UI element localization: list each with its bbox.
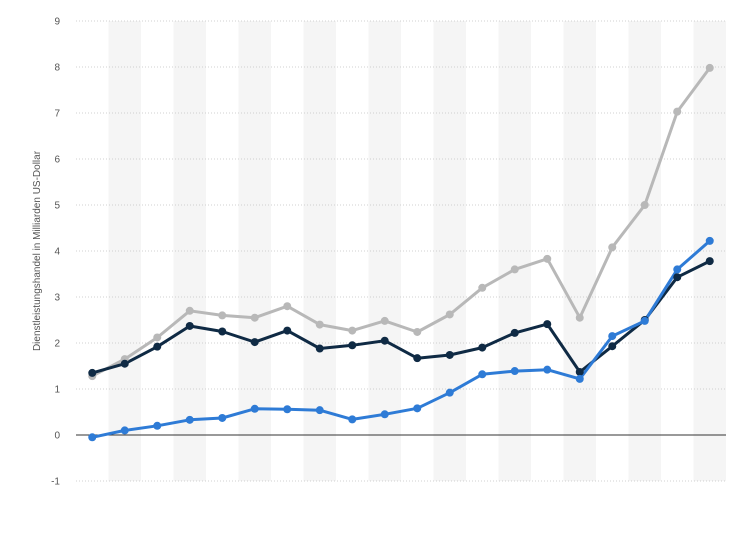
data-point bbox=[380, 316, 389, 325]
data-point bbox=[445, 350, 454, 359]
data-point bbox=[283, 302, 292, 311]
data-point bbox=[608, 243, 617, 252]
series-line-3 bbox=[90, 239, 712, 439]
data-point bbox=[575, 374, 584, 383]
data-point bbox=[218, 311, 227, 320]
data-point bbox=[153, 342, 162, 351]
data-point bbox=[543, 320, 552, 329]
y-tick-label: -1 bbox=[51, 477, 60, 488]
data-point bbox=[283, 405, 292, 414]
series-points bbox=[88, 63, 714, 442]
y-tick-label: 4 bbox=[54, 247, 60, 258]
data-point bbox=[673, 273, 682, 282]
data-point bbox=[88, 368, 97, 377]
data-point bbox=[153, 333, 162, 342]
data-point bbox=[510, 265, 519, 274]
data-point bbox=[348, 341, 357, 350]
series-lines bbox=[90, 66, 712, 439]
series-line-2 bbox=[90, 259, 712, 375]
data-point bbox=[543, 365, 552, 374]
data-point bbox=[478, 283, 487, 292]
y-tick-label: 1 bbox=[54, 385, 60, 396]
data-point bbox=[250, 338, 259, 347]
data-point bbox=[250, 404, 259, 413]
data-point bbox=[705, 257, 714, 266]
y-axis-title: Dienstleistungshandel in Milliarden US-D… bbox=[32, 150, 43, 351]
data-point bbox=[185, 306, 194, 315]
y-tick-label: 2 bbox=[54, 339, 60, 350]
data-point bbox=[640, 201, 649, 209]
column-band bbox=[628, 21, 661, 481]
data-point bbox=[510, 328, 519, 337]
data-point bbox=[673, 265, 682, 274]
data-point bbox=[348, 326, 357, 335]
data-point bbox=[250, 313, 259, 322]
data-point bbox=[575, 313, 584, 322]
y-tick-label: 8 bbox=[54, 63, 60, 74]
column-band bbox=[433, 21, 466, 481]
data-point bbox=[120, 359, 129, 368]
data-point bbox=[575, 367, 584, 376]
data-point bbox=[413, 354, 422, 363]
gridlines bbox=[76, 20, 726, 482]
data-point bbox=[283, 326, 292, 335]
data-point bbox=[413, 327, 422, 336]
y-tick-label: 7 bbox=[54, 109, 60, 120]
data-point bbox=[413, 404, 422, 413]
data-point bbox=[445, 388, 454, 397]
series-line-1 bbox=[90, 66, 712, 378]
data-point bbox=[185, 415, 194, 424]
data-point bbox=[315, 406, 324, 415]
data-point bbox=[705, 236, 714, 245]
data-point bbox=[608, 342, 617, 351]
y-tick-label: 3 bbox=[54, 293, 60, 304]
data-point bbox=[315, 344, 324, 353]
y-tick-label: 9 bbox=[54, 17, 60, 28]
data-point bbox=[185, 321, 194, 330]
data-point bbox=[315, 320, 324, 329]
data-point bbox=[705, 63, 714, 72]
y-axis-ticks: -1 0 1 2 3 4 5 6 7 8 9 bbox=[51, 17, 60, 488]
data-point bbox=[673, 107, 682, 116]
data-point bbox=[478, 343, 487, 352]
data-point bbox=[218, 413, 227, 422]
data-point bbox=[510, 367, 519, 376]
data-point bbox=[380, 336, 389, 345]
data-point bbox=[640, 316, 649, 325]
data-point bbox=[543, 254, 552, 263]
data-point bbox=[380, 410, 389, 419]
data-point bbox=[608, 332, 617, 341]
data-point bbox=[88, 433, 97, 442]
data-point bbox=[153, 421, 162, 430]
data-point bbox=[120, 426, 129, 435]
data-point bbox=[445, 310, 454, 319]
y-tick-label: 0 bbox=[54, 431, 60, 442]
y-tick-label: 5 bbox=[54, 201, 60, 212]
data-point bbox=[348, 415, 357, 424]
y-tick-label: 6 bbox=[54, 155, 60, 166]
data-point bbox=[218, 327, 227, 336]
data-point bbox=[478, 370, 487, 379]
